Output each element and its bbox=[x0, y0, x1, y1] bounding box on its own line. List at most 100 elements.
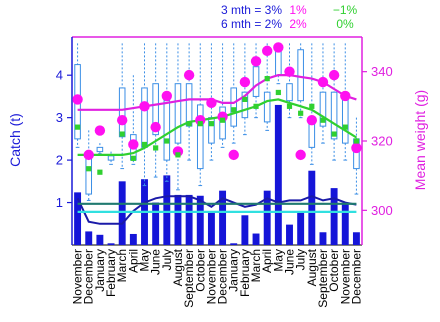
mean-weight-point bbox=[306, 115, 318, 126]
mean-weight-point bbox=[295, 149, 306, 161]
catch-box bbox=[141, 87, 148, 148]
mean-weight-smooth-line bbox=[77, 73, 357, 111]
green-point bbox=[130, 155, 136, 161]
mean-weight-point bbox=[83, 149, 94, 161]
green-point bbox=[353, 138, 360, 144]
y2-tick-label: 320 bbox=[371, 134, 393, 149]
catch-box bbox=[241, 91, 249, 119]
legend-row-1-label: 3 mth = 3% bbox=[221, 3, 282, 17]
navy-catch-line bbox=[76, 195, 357, 225]
x-tick-label: November bbox=[338, 249, 352, 304]
catch-box bbox=[185, 83, 193, 127]
catch-box bbox=[230, 87, 238, 127]
mean-weight-point bbox=[72, 94, 83, 105]
y2-tick-label: 340 bbox=[371, 64, 393, 79]
x-tick-label: March bbox=[249, 249, 263, 282]
catch-bar bbox=[252, 233, 260, 245]
green-point bbox=[286, 103, 293, 109]
mean-weight-point bbox=[328, 69, 340, 81]
mean-weight-point bbox=[183, 69, 195, 81]
catch-box bbox=[163, 100, 171, 161]
green-point bbox=[186, 121, 192, 127]
catch-box bbox=[174, 83, 182, 144]
legend-row-1-pct-magenta: 1% bbox=[289, 3, 307, 17]
mean-weight-point bbox=[351, 142, 362, 154]
green-point bbox=[164, 138, 170, 144]
mean-weight-point bbox=[128, 139, 139, 150]
catch-bar bbox=[274, 104, 282, 245]
catch-bar bbox=[152, 202, 160, 245]
catch-bar bbox=[297, 211, 305, 245]
catch-bar bbox=[129, 233, 137, 245]
mean-weight-point bbox=[239, 76, 251, 88]
y2-axis-label: Mean weight (g) bbox=[412, 90, 428, 190]
y-axis-label: Catch (t) bbox=[7, 113, 23, 167]
x-tick-label: October bbox=[193, 249, 207, 292]
catch-bar bbox=[241, 215, 249, 245]
x-tick-label: April bbox=[126, 249, 140, 273]
catch-box bbox=[118, 87, 126, 138]
green-point bbox=[219, 117, 226, 123]
mean-weight-point bbox=[150, 121, 161, 133]
catch-bar bbox=[341, 203, 349, 245]
x-tick-label: April bbox=[260, 249, 274, 273]
catch-bar bbox=[196, 195, 204, 245]
green-point bbox=[175, 152, 181, 158]
catch-box bbox=[96, 146, 104, 153]
catch-bar bbox=[230, 243, 238, 245]
mean-weight-point bbox=[161, 90, 173, 102]
catch-box bbox=[252, 66, 260, 97]
legend-row-2-label: 6 mth = 2% bbox=[221, 17, 282, 31]
catch-bar bbox=[308, 170, 316, 245]
catch-box bbox=[152, 83, 159, 136]
x-tick-label: November bbox=[71, 249, 85, 304]
y2-tick-label: 300 bbox=[371, 203, 393, 218]
plot-area: 1234300320340NovemberDecemberJanuaryFebr… bbox=[56, 36, 393, 308]
catch-box bbox=[263, 91, 271, 123]
x-tick-label: December bbox=[82, 249, 96, 304]
x-tick-label: July bbox=[294, 249, 308, 270]
x-tick-label: December bbox=[216, 249, 230, 304]
catch-bar bbox=[163, 175, 171, 245]
mean-weight-point bbox=[139, 101, 150, 112]
x-tick-label: November bbox=[204, 249, 218, 304]
y-tick-label: 3 bbox=[56, 110, 63, 125]
green-point bbox=[264, 76, 270, 82]
x-tick-label: February bbox=[238, 249, 252, 297]
x-tick-label: May bbox=[271, 249, 285, 272]
x-tick-label: March bbox=[115, 249, 129, 282]
legend-row-2-pct-green: 0% bbox=[336, 17, 354, 31]
green-point bbox=[97, 169, 103, 175]
mean-weight-point bbox=[206, 97, 217, 109]
green-point bbox=[153, 145, 159, 151]
x-tick-label: May bbox=[138, 249, 152, 272]
mean-weight-point bbox=[250, 56, 262, 67]
green-point bbox=[197, 121, 203, 127]
legend-row-1-pct-green: −1% bbox=[333, 3, 358, 17]
mean-weight-point bbox=[273, 42, 284, 53]
green-point bbox=[86, 166, 92, 172]
catch-box bbox=[341, 95, 349, 144]
catch-bar bbox=[286, 224, 293, 245]
catch-bar bbox=[174, 194, 182, 245]
catch-bar bbox=[118, 181, 126, 245]
y-tick-label: 2 bbox=[56, 153, 63, 168]
x-tick-label: August bbox=[305, 248, 319, 286]
catch-bar bbox=[219, 190, 227, 245]
green-point bbox=[253, 103, 259, 109]
green-point bbox=[208, 121, 215, 127]
green-point bbox=[320, 117, 326, 123]
catch-bar bbox=[319, 232, 327, 245]
catch-box bbox=[107, 155, 115, 161]
catch-box bbox=[297, 49, 304, 102]
green-point bbox=[309, 103, 315, 109]
catch-box bbox=[330, 91, 338, 140]
green-point bbox=[275, 89, 281, 96]
mean-weight-point bbox=[261, 45, 273, 57]
mean-weight-point bbox=[340, 90, 351, 102]
mean-weight-point bbox=[116, 115, 128, 126]
catch-box bbox=[85, 157, 93, 195]
catch-bar bbox=[107, 243, 115, 245]
catch-bar bbox=[185, 194, 193, 245]
